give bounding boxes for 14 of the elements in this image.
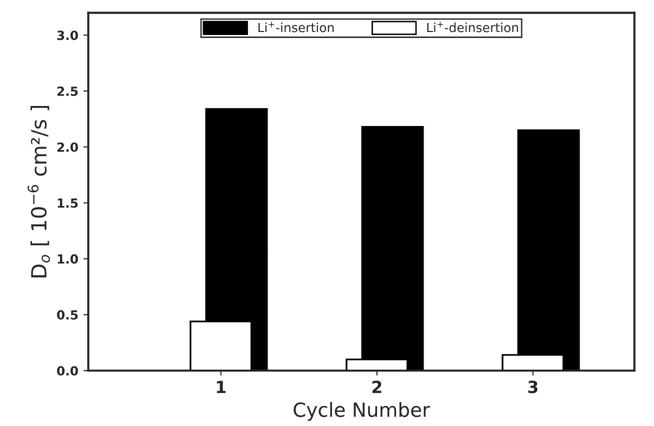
y-tick-label: 2.5 <box>57 86 78 96</box>
x-axis-title: Cycle Number <box>294 402 430 421</box>
legend-label: Li$^{+}$-insertion <box>258 22 334 32</box>
y-tick-label: 0.0 <box>57 366 78 376</box>
x-tick-label: 1 <box>216 380 226 394</box>
x-tick-label: 2 <box>372 380 382 394</box>
y-tick-label: 1.0 <box>58 254 78 264</box>
x-tick-label: 3 <box>528 380 538 394</box>
y-tick-label: 0.5 <box>57 310 78 320</box>
y-axis-title: D$_{o}$ [ 10$^{−6}$ cm²/s ] <box>28 106 50 278</box>
y-tick-label: 1.5 <box>58 198 78 208</box>
legend-label: Li$^{+}$-deinsertion <box>427 22 518 32</box>
y-tick-label: 2.0 <box>57 142 78 152</box>
y-tick-label: 3.0 <box>57 30 78 40</box>
